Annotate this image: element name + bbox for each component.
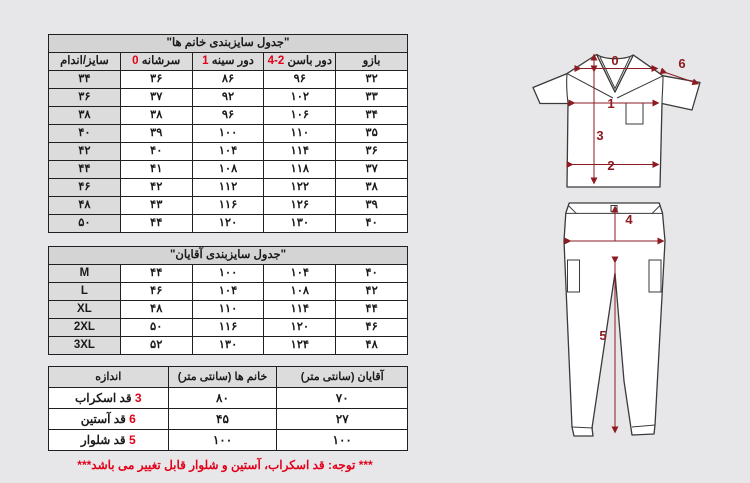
svg-text:1: 1	[607, 96, 614, 111]
svg-text:0: 0	[611, 53, 618, 68]
svg-text:2: 2	[607, 158, 614, 173]
svg-text:5: 5	[599, 328, 606, 343]
svg-text:6: 6	[678, 56, 685, 71]
svg-text:4: 4	[625, 212, 633, 227]
svg-text:3: 3	[596, 128, 603, 143]
